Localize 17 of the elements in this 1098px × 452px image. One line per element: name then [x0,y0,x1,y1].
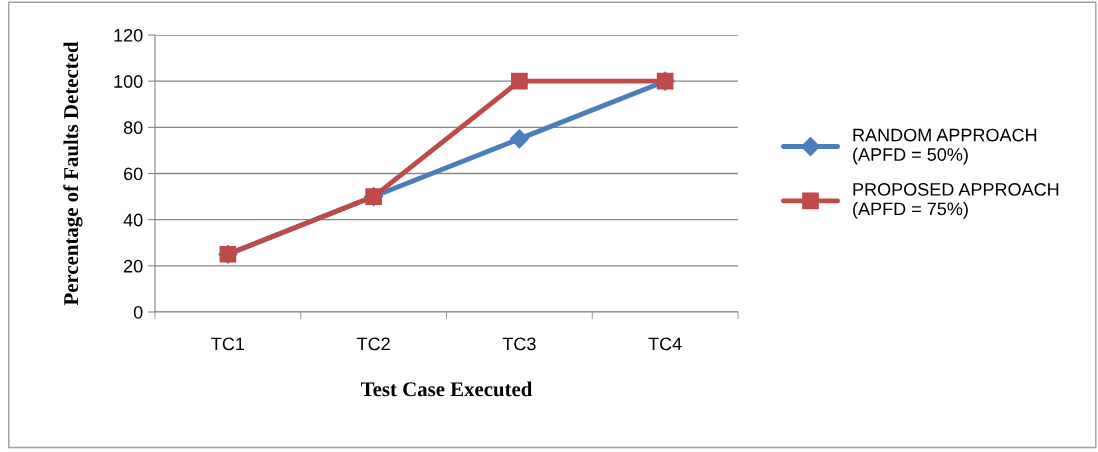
point [509,129,529,149]
y-tick-label: 60 [124,167,143,181]
legend-label: RANDOM APPROACH (APFD = 50%) [853,128,1037,165]
y-tick-label: 80 [123,121,143,135]
x-tick-label: TC2 [356,337,390,351]
y-tick-label: 40 [123,213,143,227]
y-tick-label: 20 [124,259,143,273]
x-tick-label: TC3 [502,337,536,351]
point [511,72,528,90]
x-tick-label: TC4 [648,337,682,351]
y-tick-label: 0 [133,305,143,319]
legend-label: PROPOSED APPROACH (APFD = 75%) [853,183,1059,219]
x-tick-label: TC1 [211,337,245,351]
y-axis-title: Percentage of Faults Detected [63,41,83,306]
y-tick-label: 100 [114,75,143,88]
x-axis-title: Test Case Executed [360,381,533,397]
y-tick-label: 120 [114,28,143,42]
